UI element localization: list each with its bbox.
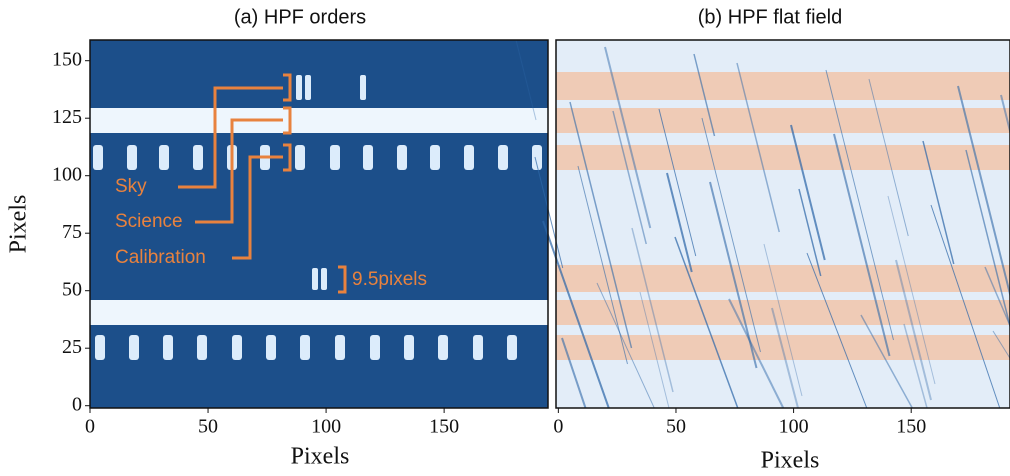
fiber-spot: [296, 75, 302, 100]
fiber-spot: [312, 268, 318, 290]
fiber-spot: [404, 335, 414, 360]
annotation: Science: [115, 211, 183, 232]
y-tick-label: 150: [52, 48, 82, 70]
panel-title: (b) HPF flat field: [698, 6, 842, 28]
streak: [666, 172, 693, 273]
streak: [957, 85, 1010, 299]
streak: [806, 252, 868, 409]
streak: [604, 46, 652, 229]
fiber-spot: [397, 145, 407, 170]
y-axis-label: Pixels: [6, 195, 32, 254]
fiber-spot: [129, 335, 139, 360]
streak: [515, 39, 537, 121]
streak: [534, 156, 564, 269]
x-tick-label: 100: [779, 416, 809, 438]
fiber-spot: [295, 145, 305, 170]
annotation: 9.5pixels: [352, 269, 427, 290]
fiber-spot: [163, 335, 173, 360]
fiber-spot: [266, 335, 276, 360]
fiber-spot: [430, 145, 440, 170]
fiber-spot: [95, 335, 105, 360]
fiber-spot: [93, 145, 103, 170]
fiber-spot: [300, 335, 310, 360]
x-tick-label: 50: [198, 416, 218, 438]
streak: [561, 337, 587, 409]
fiber-spot: [197, 335, 207, 360]
streak: [895, 259, 932, 401]
streak: [771, 307, 799, 409]
streak: [868, 78, 909, 237]
streak: [569, 101, 633, 349]
streak: [984, 266, 1010, 328]
fiber-spot: [335, 335, 345, 360]
streak: [833, 133, 891, 357]
x-tick-label: 150: [429, 416, 459, 438]
y-tick-label: 0: [72, 393, 82, 415]
annotation-lines: [178, 73, 347, 294]
panel-title: (a) HPF orders: [234, 6, 366, 28]
streak: [639, 291, 670, 409]
plot-frame: [555, 39, 1010, 409]
streak: [736, 62, 780, 233]
fiber-spot: [159, 145, 169, 170]
fiber-spot: [438, 335, 448, 360]
fiber-spot: [363, 145, 373, 170]
streak: [631, 227, 674, 393]
streak: [1000, 94, 1010, 136]
fiber-spot: [498, 145, 508, 170]
fiber-spot: [370, 335, 380, 360]
fiber-spot: [464, 145, 474, 170]
x-tick-label: 0: [85, 416, 95, 438]
x-tick-label: 150: [896, 416, 926, 438]
fiber-spot: [473, 335, 483, 360]
streak: [693, 53, 716, 137]
fiber-spot: [330, 145, 340, 170]
streak: [930, 204, 1001, 409]
x-tick-label: 50: [666, 416, 686, 438]
streak: [709, 181, 758, 369]
fiber-spot: [232, 335, 242, 360]
streak: [922, 140, 955, 265]
fiber-spot: [127, 145, 137, 170]
x-axis-label: Pixels: [291, 444, 350, 470]
x-axis-label: Pixels: [761, 448, 820, 474]
orders-image: [90, 40, 548, 408]
fiber-spot: [321, 268, 327, 290]
fiber-spot: [507, 335, 517, 360]
streak: [658, 108, 697, 257]
streak: [763, 243, 803, 397]
y-tick-label: 75: [62, 221, 82, 243]
streak: [992, 330, 1010, 360]
fiber-spot: [532, 145, 542, 170]
y-tick-label: 50: [62, 278, 82, 300]
streak: [798, 188, 822, 277]
streak: [674, 236, 739, 409]
streak: [701, 117, 761, 353]
annotation: Calibration: [115, 247, 206, 268]
fiber-spot: [305, 75, 311, 100]
streak: [612, 110, 647, 245]
flat-field-image: [515, 39, 1010, 409]
x-tick-label: 0: [553, 416, 563, 438]
annotation: Sky: [115, 176, 147, 197]
y-tick-label: 100: [52, 163, 82, 185]
fiber-spot: [360, 75, 366, 100]
streak: [542, 220, 610, 409]
x-tick-label: 100: [311, 416, 341, 438]
streak: [596, 282, 655, 409]
streak: [790, 124, 826, 261]
y-tick-label: 25: [62, 336, 82, 358]
streak: [825, 69, 894, 341]
y-tick-label: 125: [52, 106, 82, 128]
streak: [887, 195, 936, 385]
streak: [860, 314, 913, 409]
streak: [728, 298, 785, 409]
streak: [903, 323, 928, 409]
fiber-spot: [193, 145, 203, 170]
streak: [577, 165, 628, 365]
plot-frame: [89, 39, 549, 409]
